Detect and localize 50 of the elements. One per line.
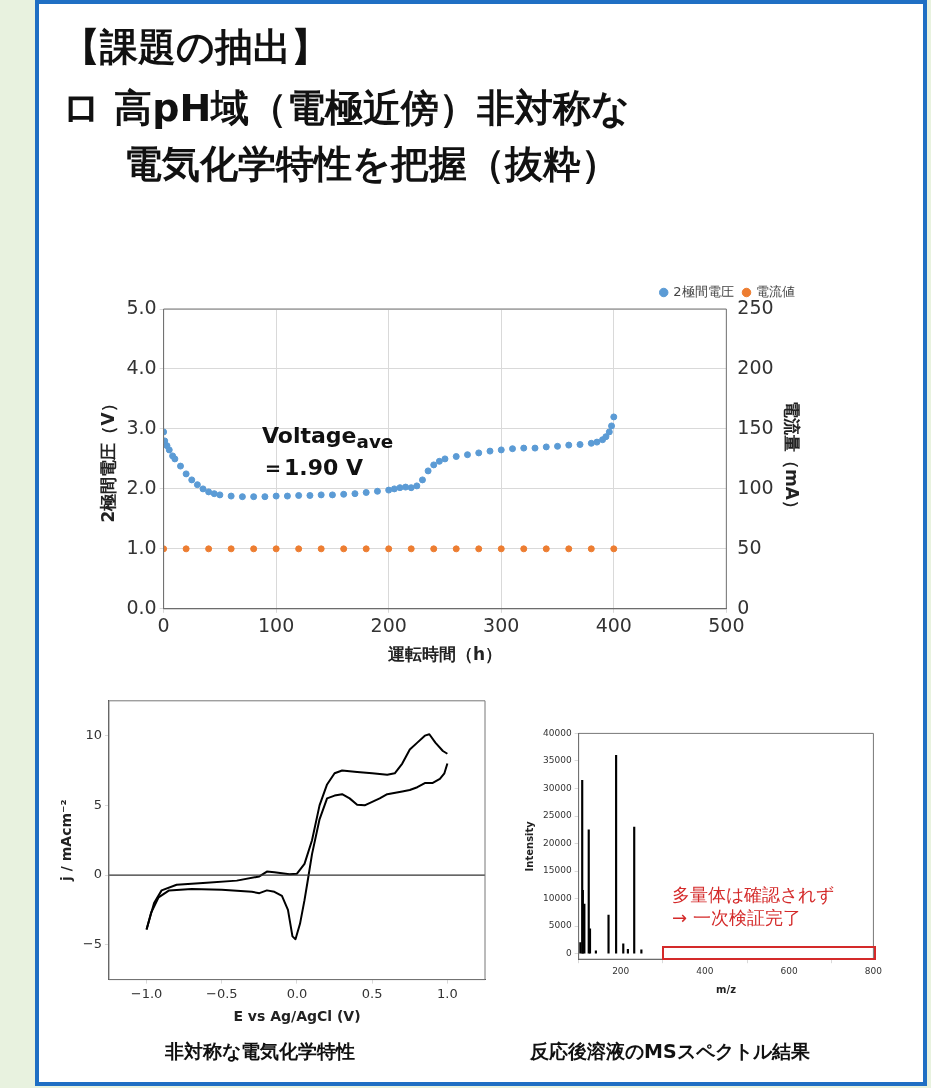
x-tick-label: 200 <box>370 614 407 637</box>
x-tick-label: −0.5 <box>205 985 238 1001</box>
annotation: 多量体は確認されず → 一次検証完了 <box>672 884 834 929</box>
legend-label: 2極間電圧 <box>673 283 734 299</box>
annotation: Voltage$_{ave}$ ＝1.90 V <box>262 422 394 482</box>
y-tick-label: 4.0 <box>126 355 157 378</box>
y-tick-label: 40000 <box>542 727 572 738</box>
x-tick-label: −1.0 <box>130 985 163 1001</box>
y-tick-label: 10 <box>85 727 102 743</box>
y-tick-label: 35000 <box>542 755 572 766</box>
x-tick-label: 400 <box>595 614 632 637</box>
y-tick-label: 30000 <box>542 782 572 793</box>
x-tick-label: 800 <box>864 965 883 976</box>
y-tick-label: 5 <box>93 796 102 812</box>
y-tick-label: 3.0 <box>126 415 157 438</box>
y-tick-label: 5000 <box>548 920 572 931</box>
x-tick-label: 300 <box>483 614 520 637</box>
y-axis-title: 2極間電圧（V） <box>97 395 118 523</box>
y-tick-label: 20000 <box>542 837 572 848</box>
y-axis-title: j / mAcm⁻² <box>58 799 75 882</box>
y2-axis-title: 電流量（mA） <box>782 400 803 517</box>
y2-tick-label: 100 <box>737 475 774 498</box>
y-tick-label: 0 <box>565 948 572 959</box>
chart-subtitle: ロ 高pH域（電極近傍）非対称な電気化学特性を把握（抜粋） <box>62 85 632 188</box>
y2-tick-label: 200 <box>737 355 774 378</box>
x-tick-label: 400 <box>696 965 714 976</box>
text: 反応後溶液のMSスペクトル結果 <box>530 1040 810 1064</box>
x-tick-label: 100 <box>258 614 295 637</box>
y-tick-label: 0.0 <box>126 595 157 618</box>
y2-tick-label: 50 <box>737 535 762 558</box>
y-tick-label: 2.0 <box>126 475 157 498</box>
y-axis-title: Intensity <box>523 820 535 872</box>
text: 非対称な電気化学特性 <box>165 1040 355 1064</box>
x-tick-label: 0.5 <box>361 985 383 1001</box>
x-axis-title: m/z <box>716 983 737 995</box>
x-tick-label: 200 <box>612 965 630 976</box>
x-tick-label: 600 <box>780 965 799 976</box>
x-axis-title: E vs Ag/AgCl (V) <box>233 1008 361 1025</box>
y-tick-label: 10000 <box>542 892 572 903</box>
y-tick-label: 1.0 <box>126 535 157 558</box>
x-tick-label: 1.0 <box>437 985 458 1001</box>
y2-tick-label: 150 <box>737 415 774 438</box>
x-axis-title: 運転時間（h） <box>386 644 503 665</box>
y-tick-label: −5 <box>82 936 102 952</box>
x-tick-label: 0.0 <box>286 985 308 1001</box>
y-tick-label: 0 <box>93 866 102 882</box>
y-tick-label: 5.0 <box>126 295 157 318</box>
y-tick-label: 15000 <box>542 865 572 876</box>
chart-title: 【課題の抽出】 <box>62 24 329 71</box>
y-tick-label: 25000 <box>542 810 572 821</box>
